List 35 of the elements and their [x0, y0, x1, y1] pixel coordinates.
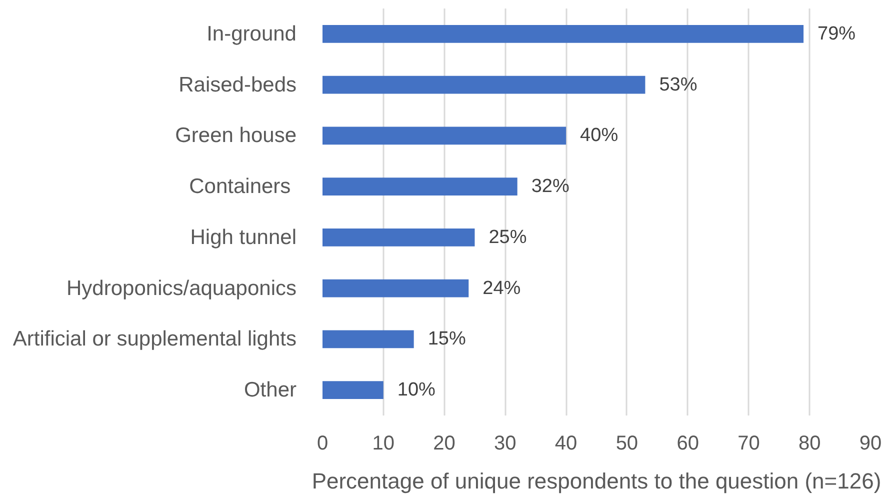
- bar: [322, 381, 384, 399]
- data-label: 10%: [397, 380, 436, 401]
- data-label: 79%: [818, 23, 856, 44]
- bar: [322, 178, 518, 196]
- x-tick-label: 10: [372, 432, 395, 454]
- data-label: 24%: [482, 278, 521, 299]
- x-tick-label: 0: [316, 432, 328, 454]
- y-tick-label: Other: [244, 378, 297, 402]
- y-tick-label: Hydroponics/aquaponics: [66, 276, 297, 300]
- data-label: 40%: [580, 125, 618, 146]
- x-tick-label: 80: [798, 432, 821, 454]
- y-tick-label: Green house: [175, 124, 297, 148]
- y-tick-label: High tunnel: [190, 226, 297, 249]
- data-label: 32%: [531, 176, 570, 198]
- y-tick-label: Containers: [189, 175, 291, 198]
- x-tick-label: 20: [433, 432, 456, 454]
- y-tick-label: Artificial or supplemental lights: [12, 328, 296, 351]
- x-tick-label: 50: [616, 432, 638, 454]
- x-axis-title: Percentage of unique respondents to the question (n=126): [312, 468, 882, 494]
- y-tick-label: Raised-beds: [178, 73, 297, 96]
- bar: [322, 126, 566, 145]
- y-tick-label: In-ground: [206, 22, 297, 46]
- x-tick-label: 70: [738, 432, 760, 454]
- x-tick-label: 40: [554, 432, 578, 454]
- bar: [322, 330, 414, 348]
- x-tick-label: 30: [494, 432, 516, 454]
- data-label: 15%: [428, 328, 466, 350]
- data-label: 53%: [659, 74, 698, 96]
- x-tick-label: 60: [676, 432, 699, 454]
- bar: [322, 279, 469, 298]
- bar: [322, 76, 646, 94]
- x-tick-label: 90: [859, 432, 882, 454]
- data-label: 25%: [488, 226, 527, 248]
- bar: [322, 228, 475, 246]
- bar: [322, 25, 804, 43]
